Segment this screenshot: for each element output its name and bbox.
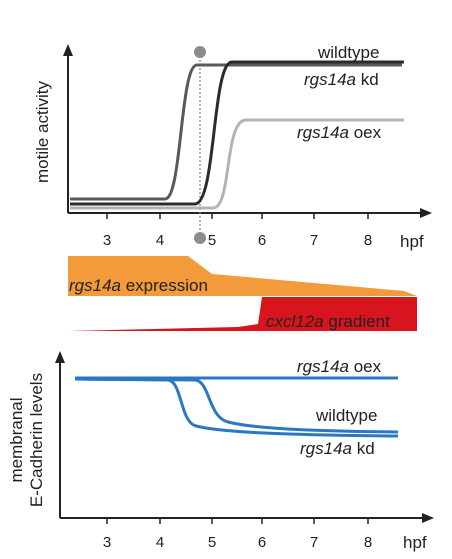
- top-x-tick-label: 4: [156, 232, 164, 249]
- top-x-tick-label: 8: [364, 232, 372, 249]
- onset-marker-bottom-dot: [194, 232, 206, 244]
- top-y-axis-arrow: [63, 44, 73, 56]
- cxcl12a-gradient-band: [68, 297, 417, 331]
- onset-marker-top-dot: [194, 46, 206, 58]
- bottom-x-tick-label: 4: [156, 534, 164, 551]
- bottom-legend-wildtype: wildtype: [315, 406, 377, 425]
- kd-ecadherin-curve: [74, 377, 399, 438]
- expression-gradient-panel: rgs14a expression cxcl12a gradient: [68, 256, 417, 331]
- bottom-x-tick-label: 5: [208, 534, 216, 551]
- top-x-ticks: 3 4 5 6 7 8: [103, 213, 372, 249]
- bottom-x-tick-label: 3: [103, 534, 111, 551]
- bottom-y-axis-arrow: [55, 351, 65, 363]
- top-x-axis-arrow: [420, 208, 432, 218]
- wildtype-motility-curve: [70, 63, 402, 201]
- oex-motility-curve: [70, 118, 404, 210]
- bottom-x-unit-label: hpf: [403, 533, 427, 552]
- bottom-x-tick-label: 8: [364, 534, 372, 551]
- rgs14a-expression-band: [68, 256, 417, 296]
- kd-motility-curve: [70, 60, 404, 206]
- top-x-tick-label: 7: [310, 232, 318, 249]
- top-y-axis-label: motile activity: [33, 80, 52, 183]
- top-legend-kd: rgs14a kd: [304, 70, 379, 89]
- bottom-legend-oex: rgs14a oex: [297, 357, 382, 376]
- bottom-y-axis-label-line1: membranal: [7, 397, 26, 482]
- top-x-tick-label: 3: [103, 232, 111, 249]
- bottom-y-axis-label-line2: E-Cadherin levels: [27, 373, 46, 507]
- top-x-unit-label: hpf: [400, 232, 424, 251]
- cxcl12a-gradient-label: cxcl12a gradient: [266, 312, 390, 331]
- top-x-tick-label: 6: [258, 232, 266, 249]
- bottom-x-axis-arrow: [422, 513, 434, 523]
- bottom-x-ticks: 3 4 5 6 7 8: [103, 518, 372, 551]
- top-legend-oex: rgs14a oex: [297, 123, 382, 142]
- top-legend-wildtype: wildtype: [317, 43, 379, 62]
- bottom-x-tick-label: 6: [258, 534, 266, 551]
- bottom-legend-kd: rgs14a kd: [300, 439, 375, 458]
- wildtype-ecadherin-curve: [74, 377, 399, 434]
- e-cadherin-panel: 3 4 5 6 7 8 hpf membranal E-Cadherin levels r…: [7, 351, 434, 552]
- rgs14a-expression-label: rgs14a expression: [69, 276, 208, 295]
- bottom-x-tick-label: 7: [310, 534, 318, 551]
- top-x-tick-label: 5: [208, 232, 216, 249]
- motile-activity-panel: 3 4 5 6 7 8 hpf motile activity wildtype rgs1…: [33, 43, 432, 251]
